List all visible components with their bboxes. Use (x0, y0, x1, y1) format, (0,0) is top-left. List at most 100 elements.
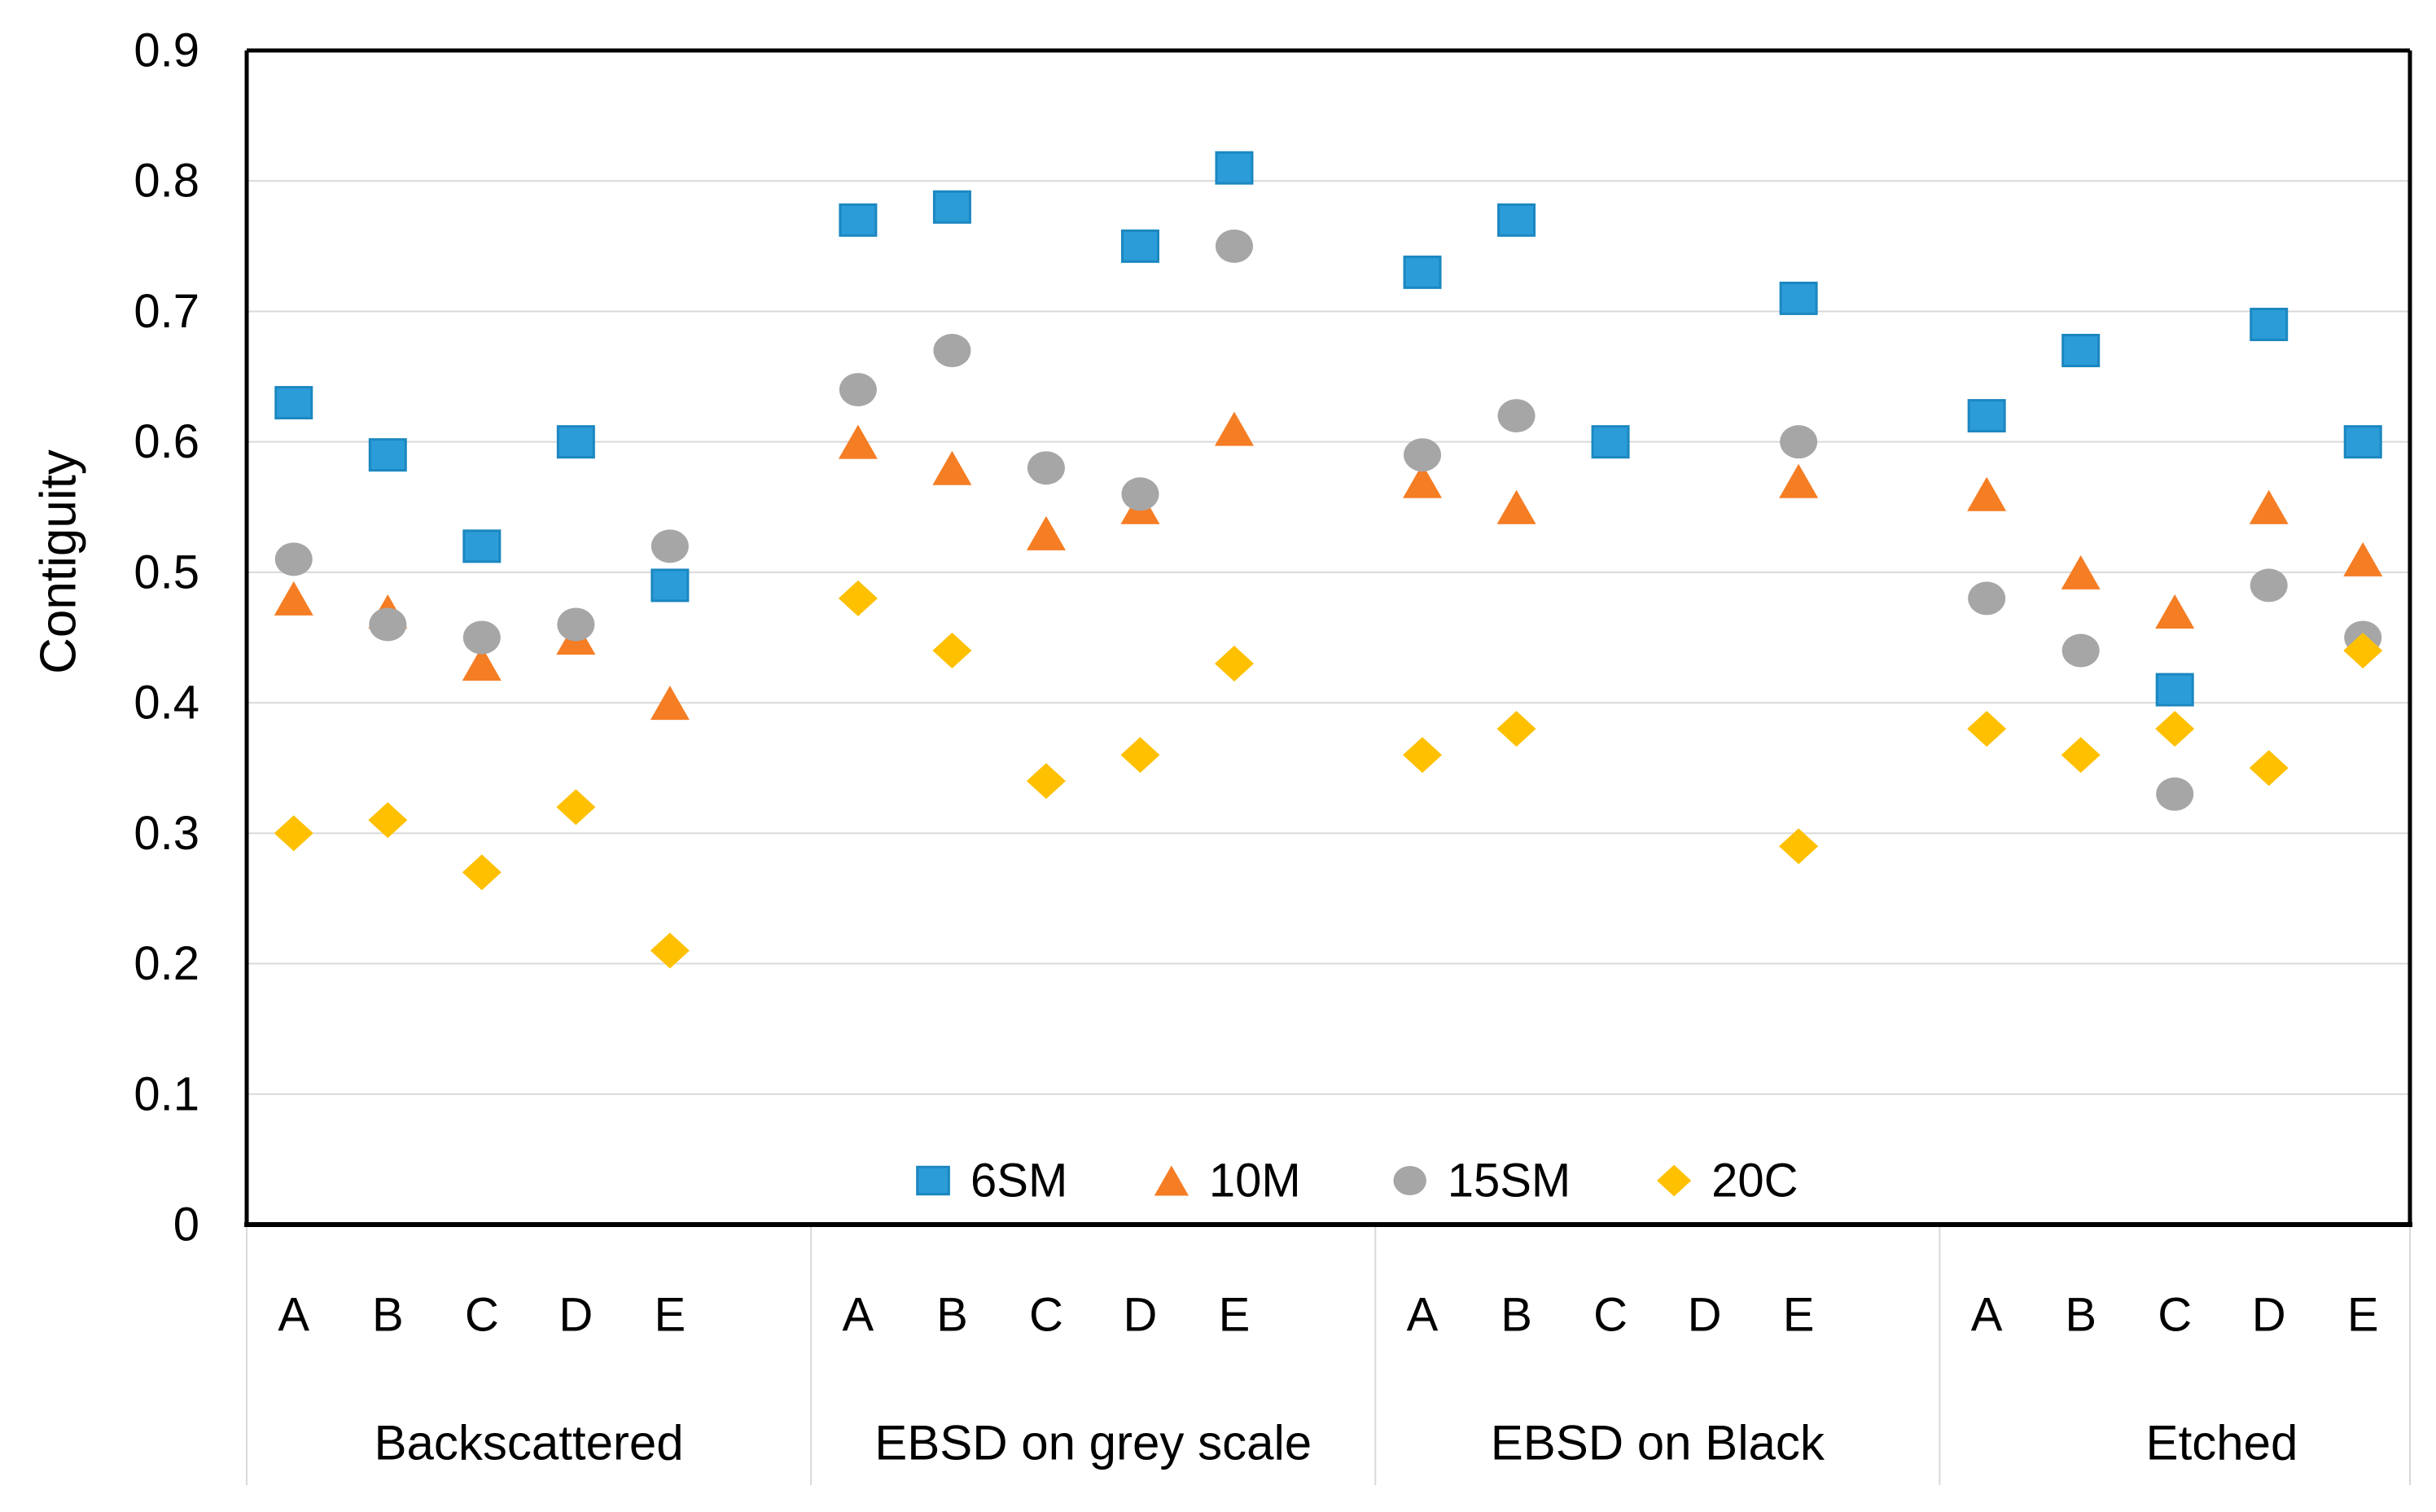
legend-square-marker (916, 1165, 950, 1196)
data-point-circle-marker (1215, 229, 1253, 263)
data-point-triangle-marker (1214, 411, 1254, 446)
data-point-diamond-marker (1496, 711, 1536, 747)
legend-diamond-marker (1657, 1164, 1692, 1197)
y-tick-label: 0.5 (134, 546, 199, 598)
data-point-circle-marker (1121, 477, 1159, 511)
data-point-triangle-marker (1779, 463, 1819, 498)
data-point-square-marker (1779, 281, 1818, 315)
data-point-circle-marker (933, 334, 971, 368)
data-point-diamond-marker (556, 789, 596, 826)
y-tick-label: 0.2 (134, 937, 199, 990)
data-point-diamond-marker (1026, 763, 1066, 800)
data-point-triangle-marker (2343, 541, 2383, 576)
data-point-circle-marker (1780, 425, 1818, 459)
x-category-label: C (1029, 1289, 1063, 1342)
data-point-triangle-marker (932, 450, 972, 485)
data-point-triangle-marker (1967, 476, 2007, 511)
data-point-circle-marker (1968, 581, 2006, 616)
data-point-square-marker (556, 425, 595, 459)
x-group-label: EBSD on grey scale (874, 1416, 1312, 1470)
x-category-label: B (372, 1289, 404, 1342)
x-category-label: E (655, 1289, 686, 1342)
legend-label: 6SM (970, 1155, 1067, 1207)
data-point-diamond-marker (1967, 711, 2007, 747)
y-tick-label: 0.7 (134, 285, 199, 338)
data-point-circle-marker (1497, 399, 1536, 433)
data-point-circle-marker (1404, 438, 1442, 472)
data-point-circle-marker (2061, 633, 2100, 668)
y-tick-label: 0.9 (134, 24, 199, 77)
data-point-square-marker (2155, 673, 2194, 707)
data-point-triangle-marker (838, 424, 878, 459)
data-point-diamond-marker (2155, 711, 2195, 747)
data-point-circle-marker (557, 607, 595, 642)
legend-label: 15SM (1448, 1155, 1571, 1207)
data-point-diamond-marker (1779, 828, 1819, 865)
legend-label: 10M (1209, 1155, 1301, 1207)
data-point-square-marker (2061, 334, 2101, 368)
x-group-label: EBSD on Black (1491, 1416, 1825, 1470)
data-point-diamond-marker (838, 580, 878, 616)
x-group-label: Backscattered (374, 1416, 683, 1470)
data-point-circle-marker (2250, 568, 2288, 603)
x-category-label: D (1688, 1289, 1722, 1342)
data-point-triangle-marker (2061, 554, 2101, 589)
data-point-triangle-marker (650, 686, 690, 721)
data-point-triangle-marker (1026, 515, 1066, 550)
data-point-diamond-marker (1120, 737, 1160, 774)
data-point-triangle-marker (462, 646, 502, 681)
x-category-label: A (278, 1289, 309, 1342)
data-point-circle-marker (839, 373, 877, 407)
data-point-circle-marker (651, 529, 689, 563)
data-point-diamond-marker (650, 932, 690, 969)
legend-circle-marker (1393, 1165, 1426, 1196)
x-category-label: E (1783, 1289, 1815, 1342)
x-category-label: D (1124, 1289, 1158, 1342)
data-point-square-marker (1403, 255, 1442, 289)
data-point-square-marker (1967, 399, 2006, 433)
data-point-circle-marker (274, 542, 313, 576)
data-point-diamond-marker (2249, 750, 2289, 787)
data-point-triangle-marker (1403, 463, 1443, 498)
data-point-diamond-marker (932, 633, 972, 669)
data-point-triangle-marker (274, 581, 313, 616)
legend-triangle-marker (1154, 1165, 1189, 1196)
data-point-circle-marker (369, 607, 407, 642)
legend-label: 20C (1711, 1155, 1798, 1207)
x-category-label: C (465, 1289, 499, 1342)
x-category-label: E (2347, 1289, 2379, 1342)
y-tick-label: 0.4 (134, 677, 199, 730)
data-point-triangle-marker (1496, 489, 1536, 524)
data-point-diamond-marker (1214, 646, 1254, 682)
data-point-diamond-marker (274, 815, 313, 852)
y-tick-label: 0.1 (134, 1067, 199, 1120)
x-category-label: D (2252, 1289, 2286, 1342)
data-point-triangle-marker (2249, 489, 2289, 524)
y-axis-title: Contiguity (31, 449, 87, 674)
y-tick-label: 0.8 (134, 155, 199, 208)
data-point-square-marker (1591, 425, 1630, 459)
data-point-circle-marker (2156, 777, 2194, 811)
data-point-diamond-marker (368, 802, 408, 839)
x-category-label: C (1593, 1289, 1628, 1342)
data-point-circle-marker (1027, 451, 1065, 485)
x-category-label: B (1501, 1289, 1532, 1342)
data-point-square-marker (2250, 307, 2289, 341)
data-point-square-marker (839, 203, 878, 237)
data-point-diamond-marker (1403, 737, 1443, 774)
data-point-diamond-marker (2061, 737, 2101, 774)
x-category-label: C (2158, 1289, 2192, 1342)
data-point-square-marker (651, 568, 690, 603)
x-category-label: D (559, 1289, 593, 1342)
x-group-label: Etched (2146, 1416, 2298, 1470)
x-category-label: B (936, 1289, 968, 1342)
data-point-square-marker (462, 529, 502, 563)
x-category-label: E (1219, 1289, 1251, 1342)
x-category-label: A (843, 1289, 874, 1342)
data-point-square-marker (368, 438, 407, 472)
x-category-label: A (1407, 1289, 1439, 1342)
data-point-square-marker (932, 190, 971, 224)
y-tick-label: 0.6 (134, 415, 199, 468)
